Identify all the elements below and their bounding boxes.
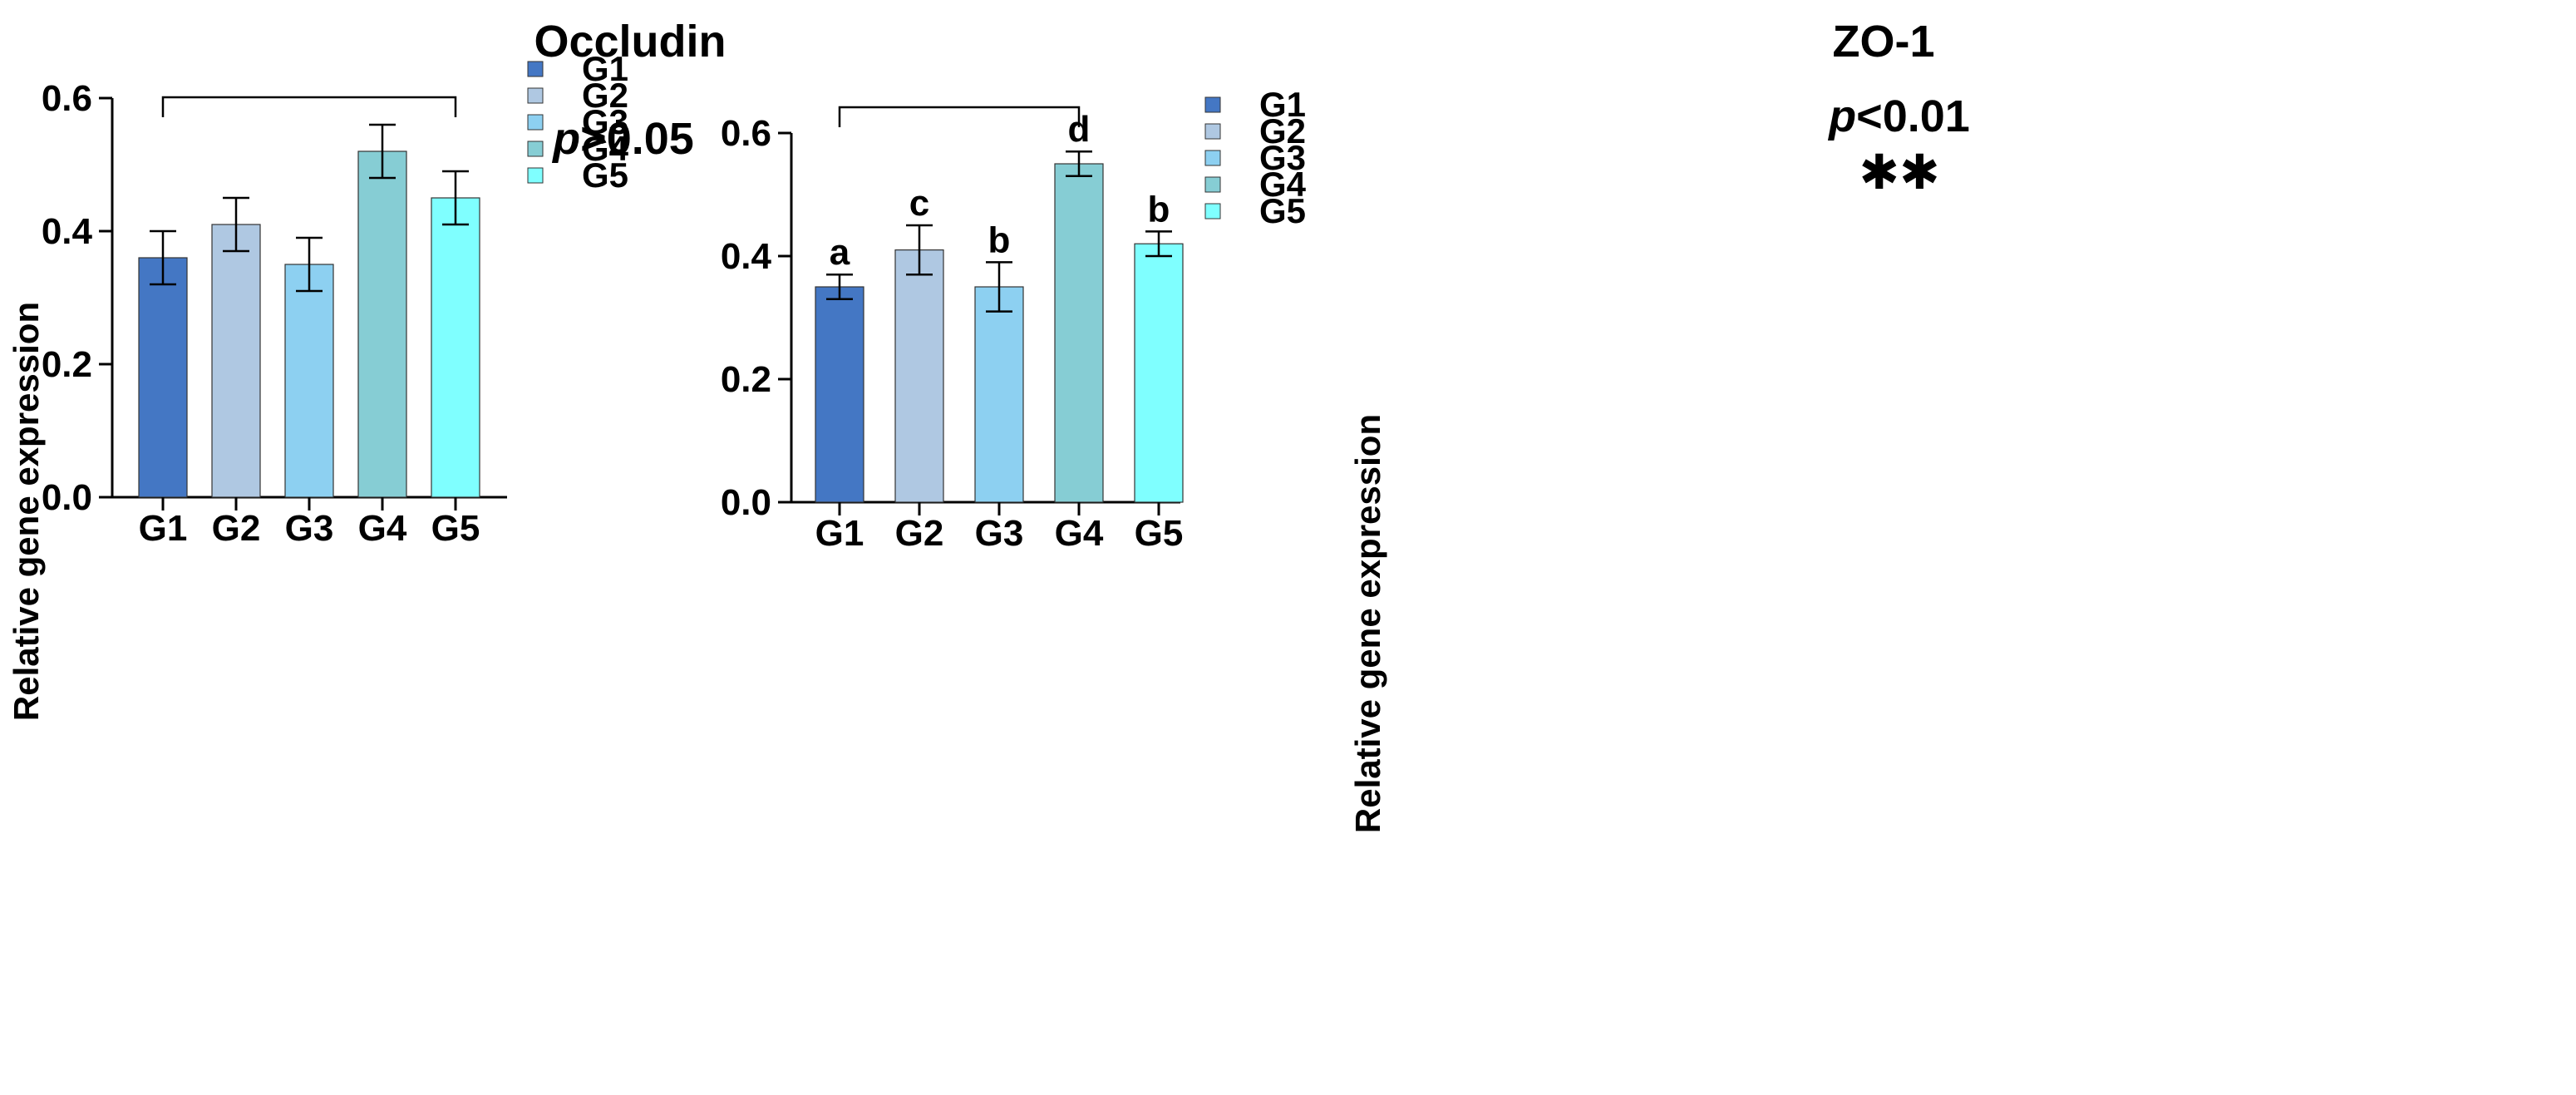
x-tick-label: G1 — [815, 513, 864, 554]
bar-g5 — [431, 197, 480, 498]
significance-p-symbol: p — [1827, 91, 1856, 141]
bar-g3 — [284, 264, 334, 498]
legend-swatch — [527, 87, 544, 104]
y-axis-label: Relative gene expression — [1348, 414, 1387, 833]
bar-g4 — [357, 150, 407, 498]
significance-p-value: >0.05 — [580, 114, 694, 164]
svg-text:p>0.05: p>0.05 — [551, 114, 694, 164]
legend-label: G4 — [1259, 165, 1307, 204]
x-tick-label: G2 — [212, 508, 261, 549]
svg-text:p<0.01: p<0.01 — [1827, 91, 1970, 141]
chart-panel-occludin: Occludin Relative gene expression p>0.05… — [7, 17, 727, 721]
x-tick-label: G3 — [975, 513, 1024, 554]
significance-p-value: <0.01 — [1856, 91, 1970, 141]
legend-label: G2 — [1259, 111, 1306, 150]
legend-label: G5 — [582, 155, 628, 195]
y-tick-label: 0.4 — [721, 236, 772, 277]
legend-label: G2 — [582, 76, 628, 115]
x-tick-label: G2 — [895, 513, 944, 554]
legend-label: G1 — [1259, 85, 1306, 124]
bar-g2 — [211, 224, 261, 498]
legend-swatch — [1204, 176, 1221, 193]
bar-g5 — [1134, 243, 1184, 503]
legend-swatch — [1204, 96, 1221, 113]
legend-label: G5 — [1259, 191, 1306, 230]
legend-swatch — [1204, 203, 1221, 219]
legend-swatch — [527, 114, 544, 131]
x-tick-label: G3 — [285, 508, 334, 549]
bar-g2 — [894, 249, 944, 503]
legend-label: G3 — [1259, 138, 1306, 177]
y-tick-label: 0.2 — [721, 359, 771, 400]
y-tick-label: 0.0 — [721, 482, 771, 523]
significance-label: p>0.05 — [551, 114, 694, 164]
legend-label: G1 — [582, 49, 628, 88]
significance-bracket — [838, 106, 1081, 127]
y-tick-label: 0.4 — [42, 211, 93, 252]
bar-significance-letter: c — [909, 183, 929, 224]
legend-swatch — [527, 61, 544, 77]
bar-g3 — [974, 286, 1024, 503]
legend-swatch — [1204, 123, 1221, 140]
legend-label: G4 — [582, 129, 629, 168]
x-tick-label: G4 — [1055, 513, 1104, 554]
bar-significance-letter: b — [988, 219, 1011, 260]
y-tick-label: 0.2 — [42, 344, 92, 385]
bar-g1 — [815, 286, 864, 503]
significance-bracket — [161, 96, 457, 117]
bar-significance-letter: b — [1148, 189, 1170, 229]
y-tick-label: 0.0 — [42, 477, 92, 518]
bar-g4 — [1054, 163, 1104, 503]
significance-label: p<0.01 ✱✱ — [1827, 91, 1970, 200]
bar-significance-letter: a — [830, 232, 850, 273]
x-tick-label: G4 — [358, 508, 407, 549]
y-tick-label: 0.6 — [721, 113, 771, 154]
chart-title: ZO-1 — [1832, 17, 1934, 67]
y-tick-label: 0.6 — [42, 78, 92, 119]
chart-title: Occludin — [534, 17, 726, 67]
x-tick-label: G1 — [139, 508, 188, 549]
legend-swatch — [1204, 150, 1221, 166]
x-tick-label: G5 — [1135, 513, 1184, 554]
significance-p-symbol: p — [551, 114, 580, 164]
legend-swatch — [527, 141, 544, 157]
bar-g1 — [138, 257, 188, 498]
y-axis-label: Relative gene expression — [7, 302, 46, 721]
legend-swatch — [527, 167, 544, 184]
legend-label: G3 — [582, 102, 628, 141]
x-tick-label: G5 — [431, 508, 480, 549]
chart-panel-zo1: ZO-1 Relative gene expression p<0.01 ✱✱ … — [721, 17, 1970, 833]
significance-stars: ✱✱ — [1859, 146, 1939, 200]
